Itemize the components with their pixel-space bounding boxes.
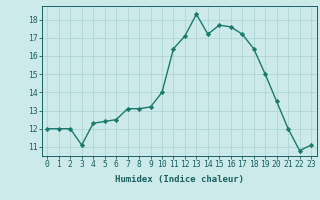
X-axis label: Humidex (Indice chaleur): Humidex (Indice chaleur): [115, 175, 244, 184]
